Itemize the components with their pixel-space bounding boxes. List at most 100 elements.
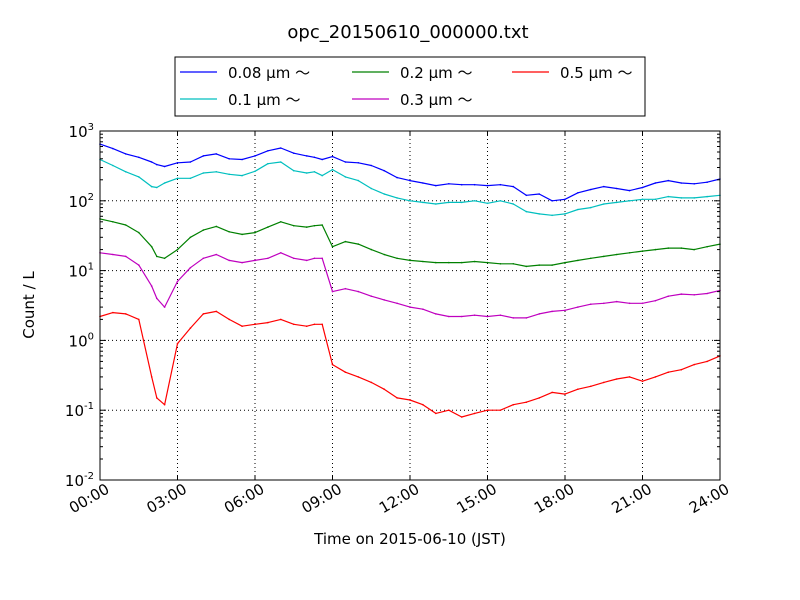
y-tick-label: 103 <box>69 122 94 141</box>
data-point <box>344 240 347 243</box>
data-point <box>293 257 295 260</box>
data-point <box>693 248 695 251</box>
data-point <box>486 261 489 264</box>
data-point <box>551 310 553 313</box>
data-point <box>590 303 592 306</box>
data-point <box>305 155 308 157</box>
data-point <box>564 198 566 201</box>
data-point <box>706 292 708 295</box>
data-point <box>241 233 243 236</box>
data-point <box>693 294 695 296</box>
x-axis-label: Time on 2015-06-10 (JST) <box>313 530 506 548</box>
data-point <box>525 401 528 404</box>
data-point <box>370 248 373 251</box>
data-point <box>138 318 140 321</box>
data-point <box>538 193 540 195</box>
data-point <box>241 261 243 264</box>
data-point <box>156 297 158 300</box>
legend-label: 0.5 μm ～ <box>560 64 633 82</box>
data-point <box>628 376 631 378</box>
data-point <box>163 182 166 184</box>
data-point <box>125 313 127 315</box>
data-point <box>680 182 683 184</box>
data-point <box>654 299 657 302</box>
data-point <box>473 412 476 415</box>
data-point <box>267 150 269 152</box>
data-point <box>551 200 553 202</box>
data-point <box>538 313 540 315</box>
y-tick-label: 100 <box>69 331 94 350</box>
data-point <box>293 323 295 326</box>
data-point <box>564 213 566 215</box>
legend: 0.08 μm ～ 0.1 μm ～ 0.2 μm ～ 0.3 μm ～ 0.5 μm … <box>174 56 646 117</box>
data-point <box>603 255 605 258</box>
data-point <box>706 181 708 183</box>
data-point <box>156 163 158 166</box>
data-point <box>538 264 540 266</box>
data-point <box>693 183 695 185</box>
data-point <box>254 231 256 234</box>
data-point <box>267 257 269 260</box>
data-point <box>267 321 269 324</box>
data-point <box>512 185 515 188</box>
data-point <box>448 201 450 204</box>
data-point <box>615 300 618 303</box>
data-point <box>280 318 282 321</box>
data-point <box>344 371 347 374</box>
data-point <box>344 176 347 178</box>
data-point <box>331 363 334 366</box>
data-point <box>125 224 127 226</box>
data-point <box>435 203 437 205</box>
data-point <box>448 261 450 264</box>
data-point <box>357 376 360 378</box>
data-point <box>202 172 205 174</box>
data-point <box>215 171 218 173</box>
data-point <box>422 182 424 184</box>
data-point <box>628 200 631 202</box>
data-point <box>228 173 230 176</box>
data-point <box>667 179 670 182</box>
data-point <box>564 309 566 312</box>
data-point <box>641 198 644 201</box>
legend-box <box>174 56 646 117</box>
data-point <box>680 293 683 295</box>
data-point <box>680 368 683 371</box>
data-point <box>615 201 618 204</box>
data-point <box>313 171 316 173</box>
data-point <box>435 261 437 264</box>
data-point <box>163 165 166 168</box>
data-point <box>422 403 424 406</box>
data-point <box>512 403 515 406</box>
data-point <box>254 170 256 173</box>
data-point <box>409 179 411 182</box>
data-point <box>150 376 153 378</box>
data-point <box>564 261 566 264</box>
data-point <box>680 197 683 199</box>
data-point <box>176 280 179 283</box>
data-point <box>321 257 324 260</box>
data-point <box>357 290 360 293</box>
data-point <box>512 203 515 205</box>
data-point <box>125 255 127 258</box>
data-point <box>293 169 295 172</box>
data-point <box>473 183 476 186</box>
data-point <box>138 176 140 178</box>
data-point <box>460 261 463 264</box>
data-point <box>435 184 437 187</box>
data-point <box>654 182 657 184</box>
data-point <box>525 194 528 197</box>
data-point <box>228 318 230 321</box>
data-point <box>215 153 218 155</box>
data-point <box>693 197 695 199</box>
data-point <box>603 185 605 188</box>
data-point <box>254 155 256 157</box>
data-point <box>564 393 566 395</box>
data-point <box>383 169 386 172</box>
data-point <box>202 155 205 157</box>
data-point <box>473 200 476 202</box>
data-point <box>112 147 114 150</box>
data-point <box>396 302 398 305</box>
data-point <box>525 210 528 213</box>
